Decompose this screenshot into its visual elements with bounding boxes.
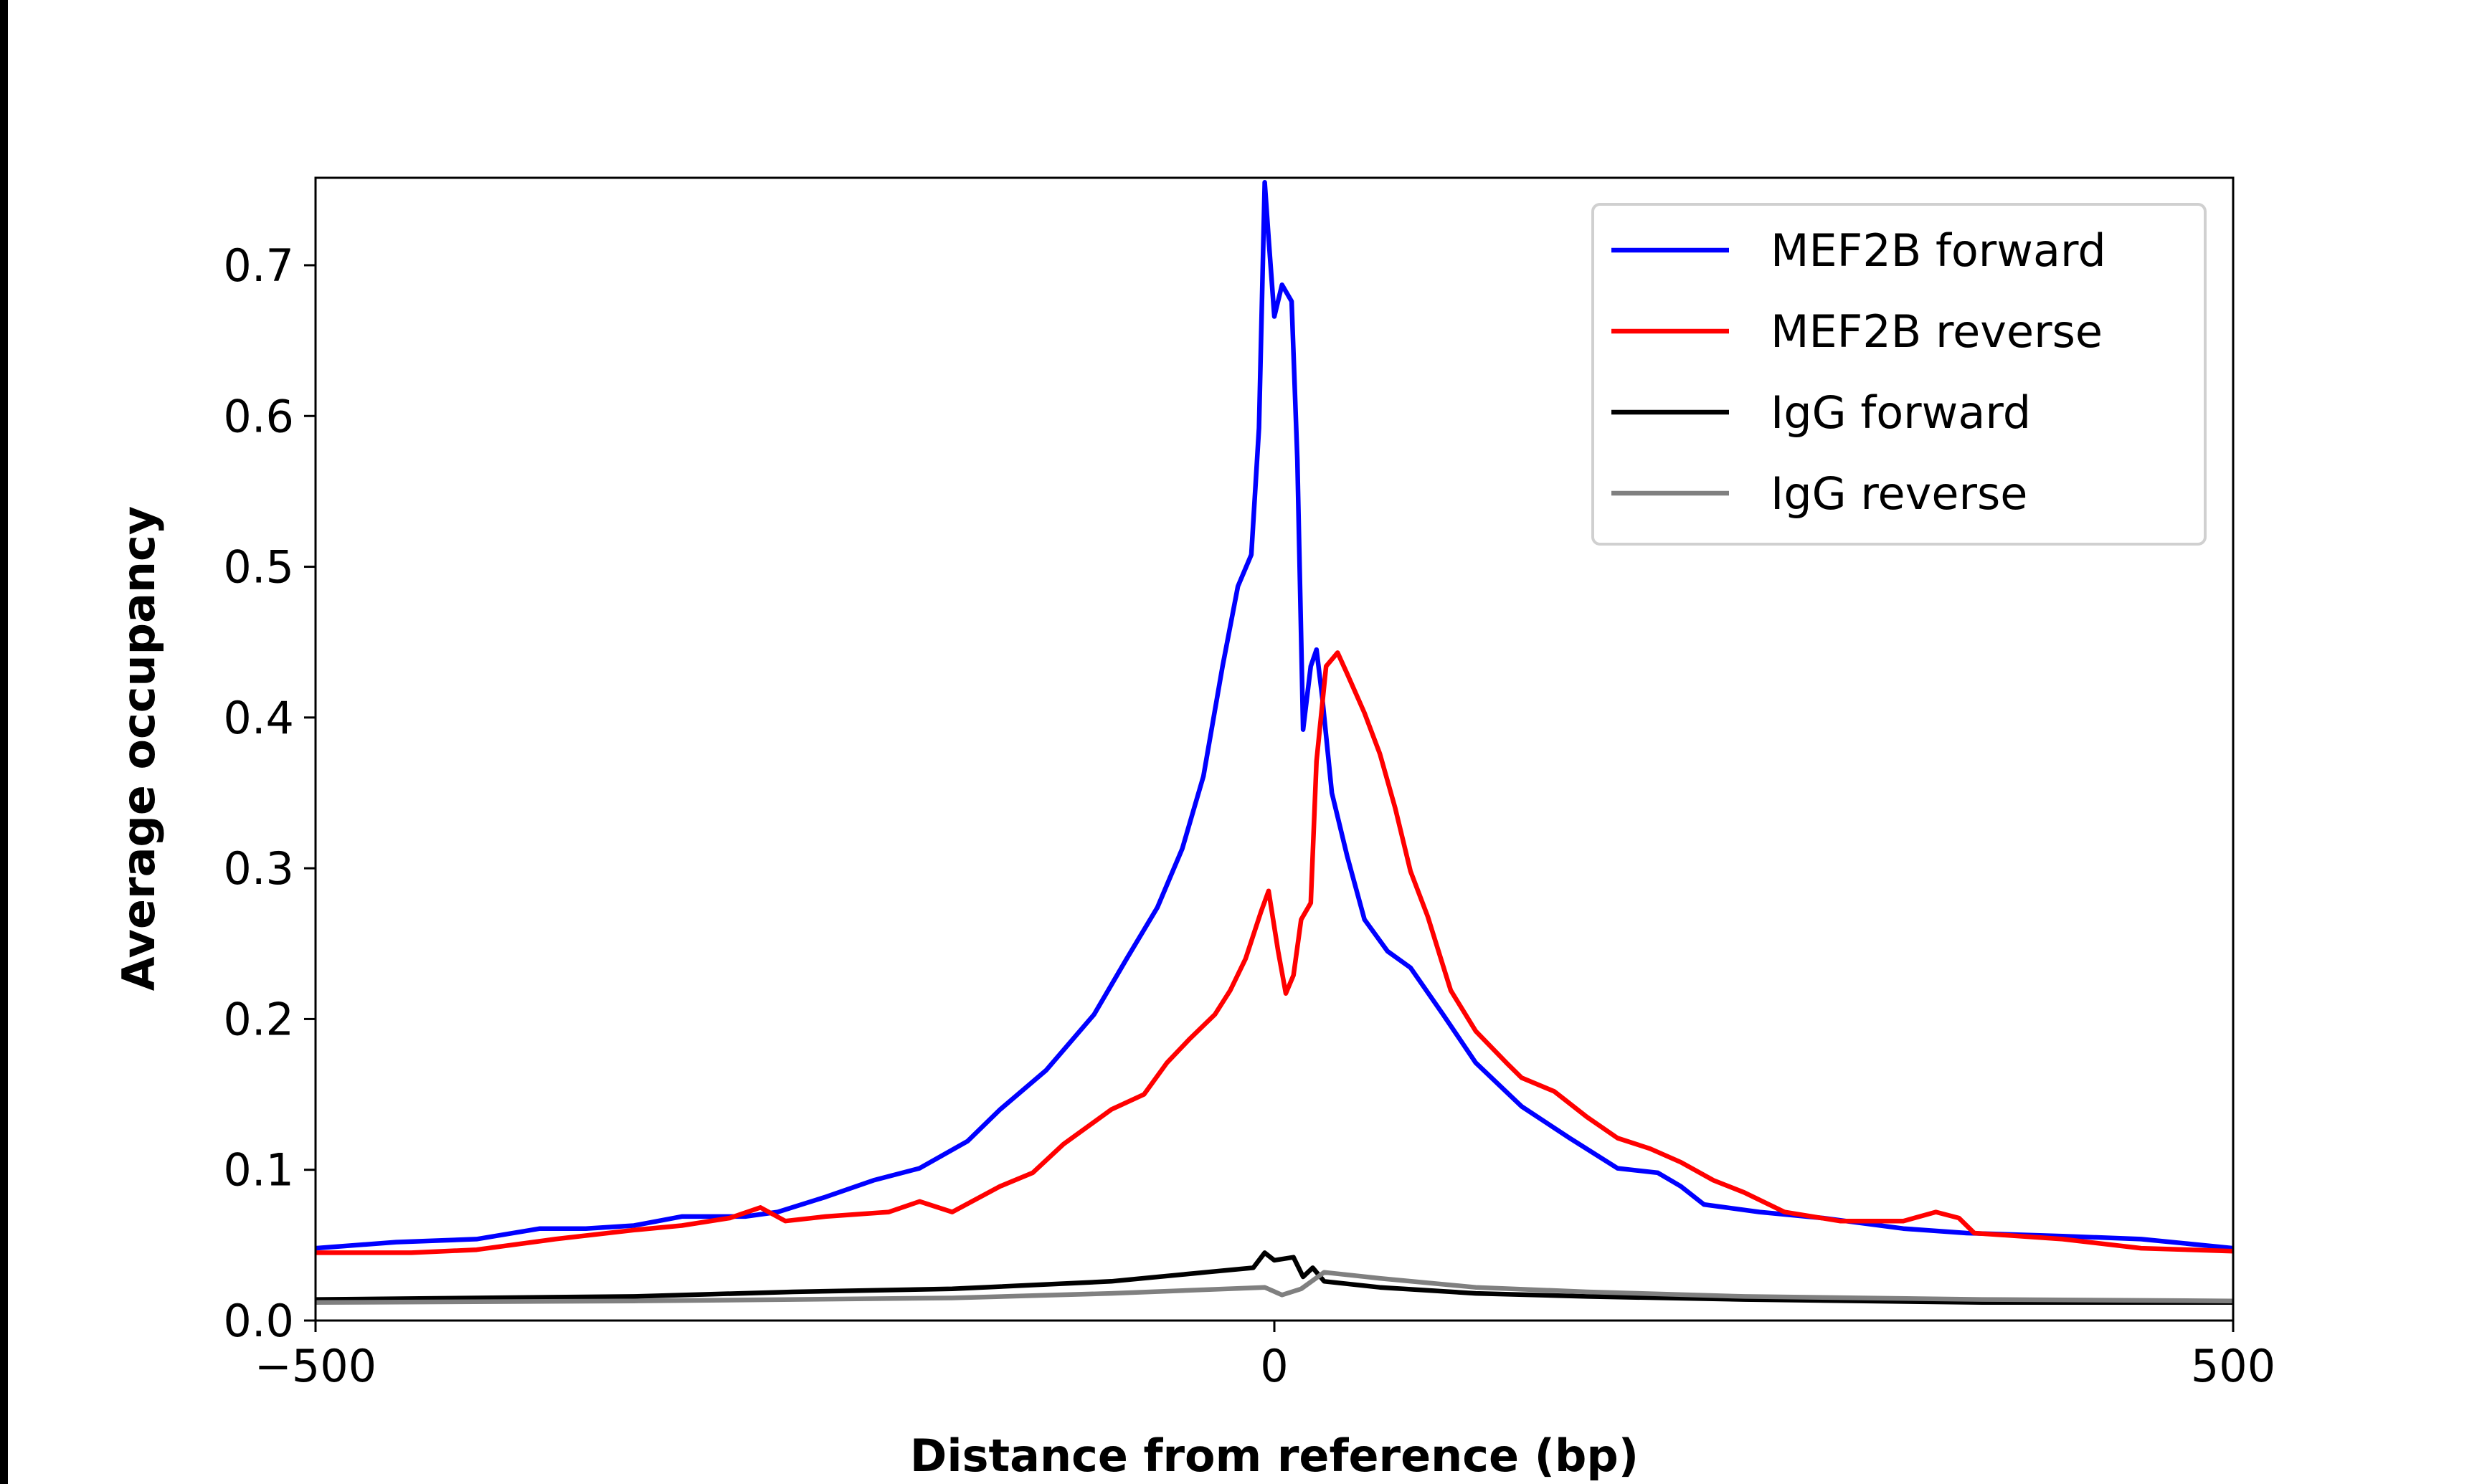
legend: MEF2B forward MEF2B reverse IgG forward IgG… [1591, 203, 2207, 546]
series-layer [315, 180, 2234, 1305]
legend-frame [1591, 203, 2207, 546]
series-line-igg-reverse [315, 1270, 2234, 1305]
legend-label: IgG reverse [1771, 467, 2027, 520]
y-tick-label: 0.2 [223, 993, 294, 1045]
left-border-bar [0, 0, 8, 1484]
y-tick-label: 0.1 [223, 1144, 294, 1197]
ticks-layer: −500 0 500 0.0 0.1 0.2 0.3 0.4 0.5 0.6 0.7 [223, 239, 2275, 1392]
x-tick-label: 0 [1260, 1340, 1288, 1392]
x-tick-label: −500 [255, 1340, 376, 1392]
y-tick-label: 0.6 [223, 390, 294, 442]
y-axis-label: Average occupancy [113, 506, 165, 991]
y-tick-label: 0.3 [223, 842, 294, 895]
x-tick-label: 500 [2191, 1340, 2275, 1392]
x-axis-label: Distance from reference (bp) [910, 1430, 1639, 1482]
series-line-mef2b-reverse [316, 650, 2234, 1255]
legend-label: MEF2B forward [1771, 224, 2106, 277]
legend-label: IgG forward [1771, 386, 2031, 439]
series-line-mef2b-forward [315, 180, 2234, 1251]
series-line-igg-forward [315, 1250, 2233, 1305]
y-tick-label: 0.7 [223, 239, 294, 292]
y-tick-label: 0.0 [223, 1295, 294, 1347]
legend-label: MEF2B reverse [1771, 305, 2103, 358]
y-tick-label: 0.5 [223, 541, 294, 594]
y-tick-label: 0.4 [223, 692, 294, 744]
